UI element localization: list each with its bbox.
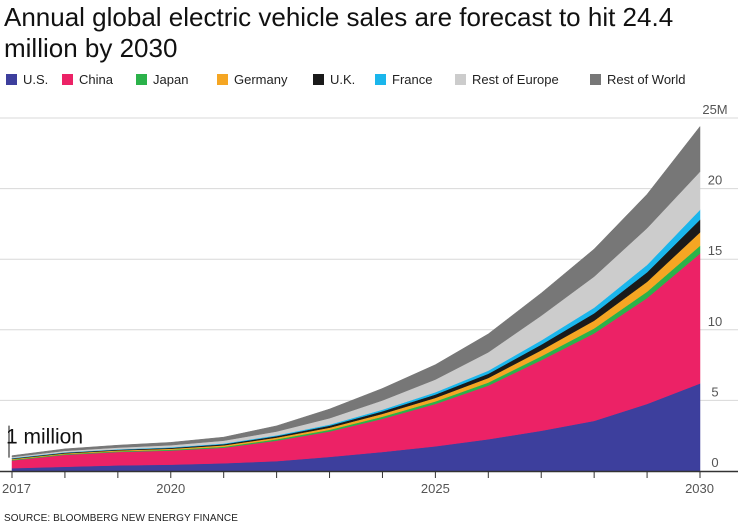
legend-swatch [375,74,386,85]
legend-label: Rest of World [607,72,686,87]
legend-label: China [79,72,113,87]
legend-swatch [62,74,73,85]
legend-swatch [313,74,324,85]
y-tick-label: 20 [708,173,722,188]
y-tick-label: 5 [711,384,718,399]
callout-label: 1 million [6,426,83,449]
legend-swatch [590,74,601,85]
legend-swatch [455,74,466,85]
chart-title: Annual global electric vehicle sales are… [4,2,674,63]
legend-swatch [217,74,228,85]
x-tick-label: 2030 [685,481,714,496]
legend-item-u-k: U.K. [313,72,355,87]
legend-label: Germany [234,72,288,87]
legend-item-japan: Japan [136,72,188,87]
legend-item-rest-of-world: Rest of World [590,72,686,87]
area-rest-of-world [11,125,701,458]
y-tick-label: 10 [708,314,722,329]
y-tick-label: 25M [702,102,727,117]
legend-item-germany: Germany [217,72,287,87]
legend-label: U.K. [330,72,356,87]
legend-item-rest-of-europe: Rest of Europe [455,72,559,87]
legend-label: Rest of Europe [472,72,559,87]
x-tick-label: 2025 [421,481,450,496]
legend-swatch [6,74,17,85]
legend-item-china: China [62,72,113,87]
legend-item-france: France [375,72,432,87]
x-tick-label: 2020 [156,481,185,496]
x-tick-label: 2017 [2,481,31,496]
legend-swatch [136,74,147,85]
legend-item-u-s: U.S. [6,72,48,87]
legend-label: France [392,72,433,87]
source-note: SOURCE: BLOOMBERG NEW ENERGY FINANCE [4,513,239,524]
legend-label: U.S. [23,72,49,87]
y-tick-label: 15 [708,243,722,258]
chart-plot: 2017 2020 2025 2030 0 5 10 15 20 25M 1 million [0,102,738,496]
legend-label: Japan [153,72,189,87]
y-tick-label: 0 [711,455,718,470]
chart-legend: U.S. China Japan Germany U.K. France Rest of E… [6,72,736,90]
